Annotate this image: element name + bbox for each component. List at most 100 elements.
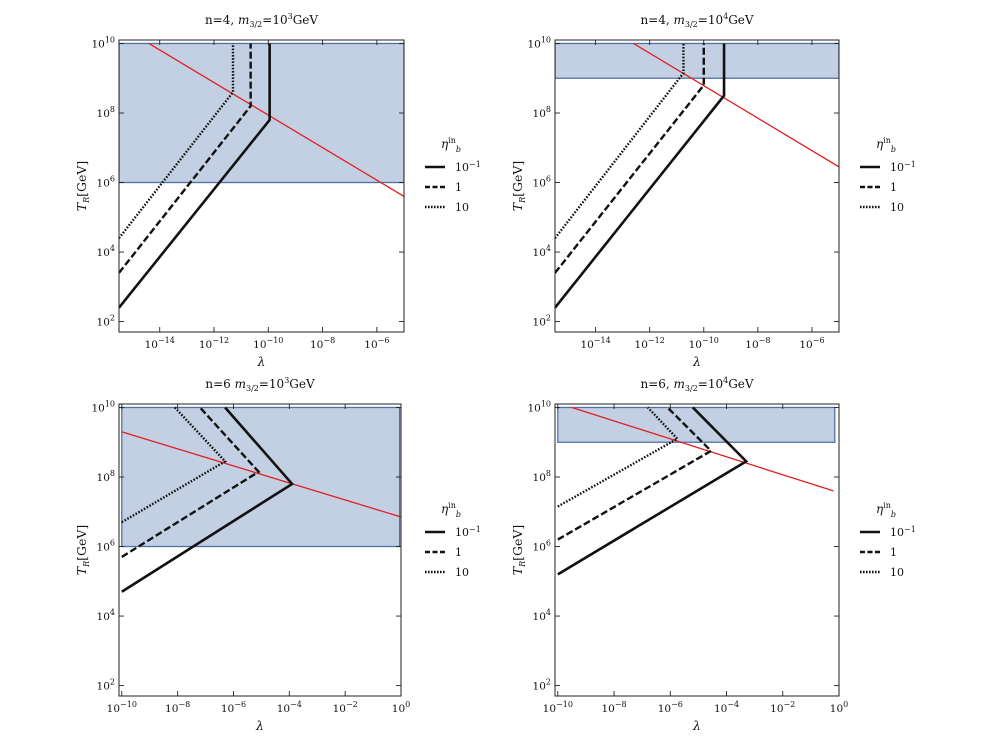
x-tick-label: 100 xyxy=(392,700,410,715)
excluded-region xyxy=(119,42,404,184)
x-axis-label: λ xyxy=(692,718,701,733)
x-tick-label: 10−8 xyxy=(310,336,335,351)
legend-title: ηinb xyxy=(876,501,896,519)
y-tick-label: 108 xyxy=(97,469,115,484)
y-tick-label: 106 xyxy=(97,175,115,190)
y-axis-label: TR[GeV] xyxy=(74,525,91,576)
legend-title: ηinb xyxy=(441,136,461,154)
legend-label: 10−1 xyxy=(890,160,916,174)
series-line-dashed xyxy=(119,43,252,274)
y-tick-label: 106 xyxy=(97,539,115,554)
x-tick-label: 10−8 xyxy=(745,336,770,351)
y-tick-label: 108 xyxy=(97,105,115,120)
x-tick-label: 10−14 xyxy=(145,336,175,351)
plot-frame xyxy=(118,39,405,333)
y-tick-label: 102 xyxy=(533,314,551,329)
y-axis-label: TR[GeV] xyxy=(510,525,527,576)
x-tick-label: 10−4 xyxy=(714,700,739,715)
x-tick-label: 10−6 xyxy=(221,700,246,715)
chart-title: n=4, m3/2=104GeV xyxy=(640,12,753,29)
y-tick-label: 102 xyxy=(97,314,115,329)
x-tick-label: 10−14 xyxy=(580,336,610,351)
x-tick-label: 10−10 xyxy=(107,700,137,715)
legend-label: 10−1 xyxy=(455,525,481,539)
plot-frame xyxy=(118,403,402,697)
legend-label: 1 xyxy=(890,546,897,559)
series-line-dotted xyxy=(119,43,235,239)
series-line-solid xyxy=(557,406,749,576)
legend-label: 10 xyxy=(455,201,469,214)
chart-panel-4: 10−10 10−8 10−6 10−4 10−2 100 102 104 106 108 10 10… xyxy=(510,376,916,733)
x-tick-label: 10−6 xyxy=(364,336,389,351)
legend: ηinb 10−1 1 10 xyxy=(860,136,916,214)
x-tick-label: 10−10 xyxy=(543,700,573,715)
legend-label: 10 xyxy=(890,566,904,579)
y-tick-label: 104 xyxy=(533,608,551,623)
plot-frame xyxy=(554,39,840,333)
x-tick-label: 10−4 xyxy=(277,700,302,715)
x-tick-label: 10−10 xyxy=(689,336,719,351)
chart-title: n=6, m3/2=104GeV xyxy=(640,376,753,393)
legend-label: 1 xyxy=(890,181,897,194)
y-tick-label: 106 xyxy=(533,175,551,190)
legend-label: 10 xyxy=(455,566,469,579)
x-tick-label: 10−6 xyxy=(658,700,683,715)
x-tick-label: 10−8 xyxy=(165,700,190,715)
x-tick-label: 10−2 xyxy=(333,700,358,715)
legend-label: 10−1 xyxy=(455,160,481,174)
y-tick-label: 106 xyxy=(533,539,551,554)
y-tick-label: 108 xyxy=(533,105,551,120)
legend: ηinb 10−1 1 10 xyxy=(860,501,916,579)
y-tick-label: 108 xyxy=(533,469,551,484)
constraint-line xyxy=(148,42,404,197)
series-line-dotted xyxy=(555,43,685,239)
legend-label: 1 xyxy=(455,546,462,559)
x-axis-label: λ xyxy=(692,354,701,369)
constraint-line xyxy=(121,431,401,518)
x-tick-label: 10−12 xyxy=(635,336,665,351)
y-tick-label: 1010 xyxy=(91,35,115,50)
x-axis-label: λ xyxy=(255,718,264,733)
legend-title: ηinb xyxy=(876,136,896,154)
series-line-dashed xyxy=(121,406,261,558)
series-line-dotted xyxy=(121,406,227,524)
legend: ηinb 10−1 1 10 xyxy=(425,136,481,214)
y-tick-label: 1010 xyxy=(91,399,115,414)
constraint-line xyxy=(633,42,839,168)
y-tick-label: 104 xyxy=(533,244,551,259)
chart-panel-3: 10−10 10−8 10−6 10−4 10−2 1001021041061081010… xyxy=(74,376,481,733)
y-tick-label: 102 xyxy=(533,678,551,693)
y-tick-label: 1010 xyxy=(527,35,551,50)
x-tick-label: 10−10 xyxy=(253,336,283,351)
y-tick-label: 104 xyxy=(97,244,115,259)
x-tick-label: 10−2 xyxy=(770,700,795,715)
legend-label: 1 xyxy=(455,181,462,194)
constraint-line xyxy=(571,406,834,492)
excluded-region xyxy=(121,406,401,548)
chart-panel-1: 10−14 10−12 10−10 10−8 10−6 102 104 106 108 1010 n… xyxy=(74,12,481,369)
series-line-solid xyxy=(555,43,726,309)
excluded-region xyxy=(557,406,836,443)
x-tick-label: 100 xyxy=(830,700,848,715)
x-tick-label: 10−12 xyxy=(199,336,229,351)
y-axis-label: TR[GeV] xyxy=(510,161,527,212)
series-line-solid xyxy=(121,406,295,593)
legend: ηinb 10−1 1 10 xyxy=(425,501,481,579)
chart-title: n=6 m3/2=103GeV xyxy=(205,376,315,393)
excluded-region xyxy=(555,42,839,79)
legend-label: 10 xyxy=(890,201,904,214)
x-tick-label: 10−6 xyxy=(799,336,824,351)
legend-label: 10−1 xyxy=(890,525,916,539)
chart-title: n=4, m3/2=103GeV xyxy=(205,12,318,29)
legend-title: ηinb xyxy=(441,501,461,519)
series-line-solid xyxy=(119,43,271,309)
x-axis-label: λ xyxy=(257,354,266,369)
plot-frame xyxy=(554,403,840,697)
series-line-dotted xyxy=(557,406,680,508)
chart-panel-2: 10−14 10−12 10−10 10−8 10−6 102 104 106 108 1010 n… xyxy=(510,12,916,369)
x-tick-label: 10−8 xyxy=(601,700,626,715)
y-tick-label: 102 xyxy=(97,678,115,693)
y-tick-label: 104 xyxy=(97,608,115,623)
y-axis-label: TR[GeV] xyxy=(74,161,91,212)
